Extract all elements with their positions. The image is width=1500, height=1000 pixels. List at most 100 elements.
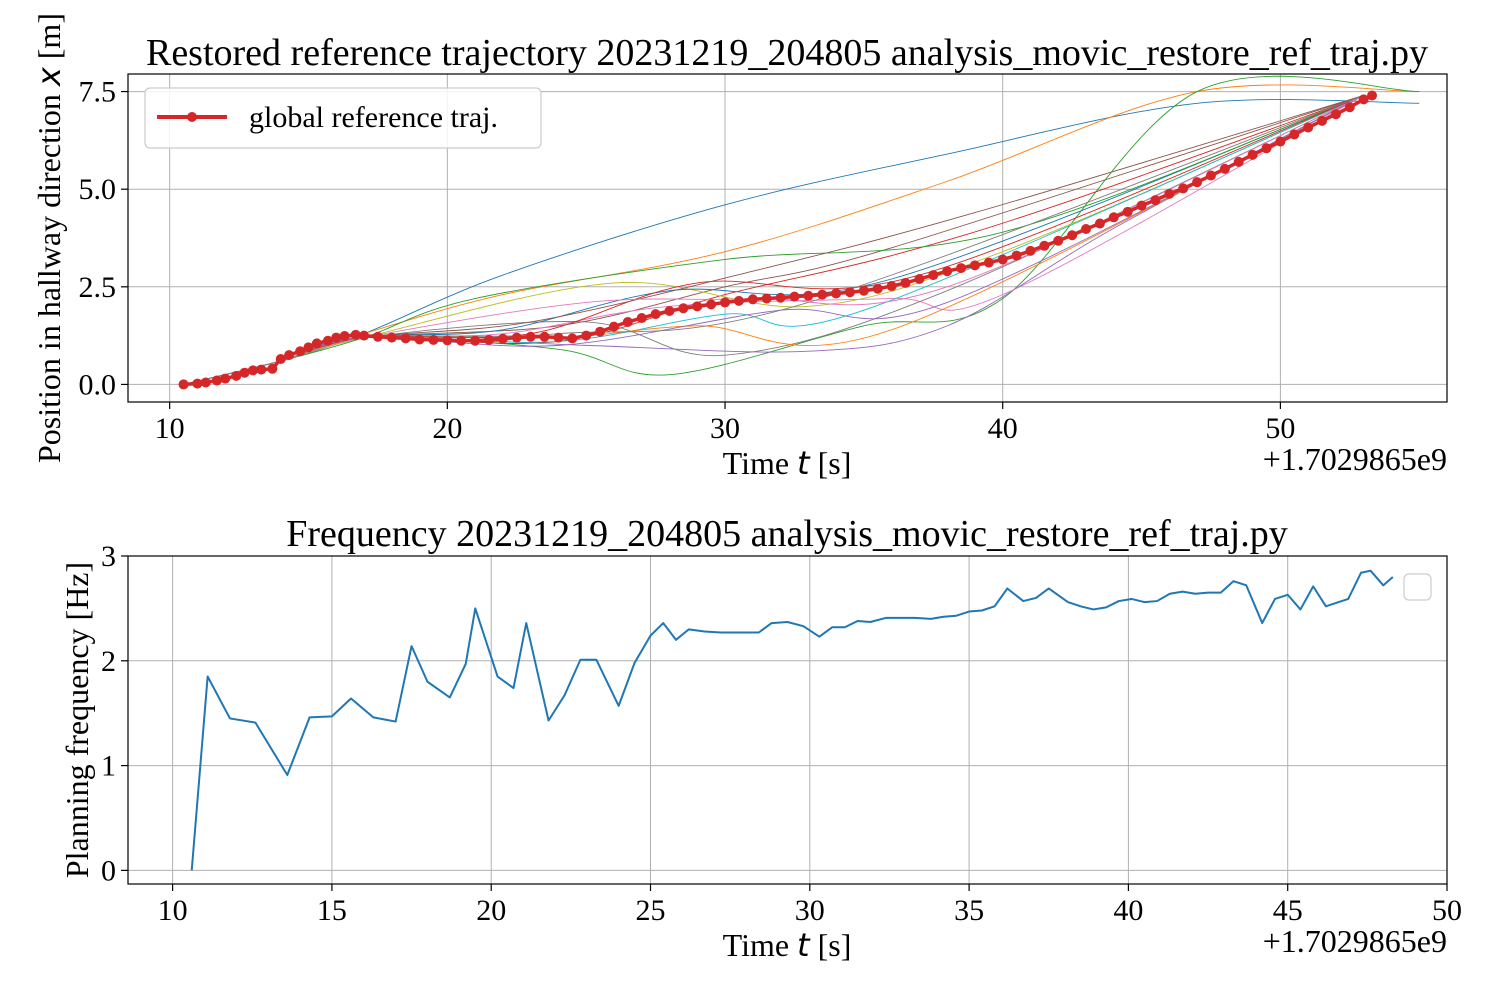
reference-trajectory-point <box>622 316 633 327</box>
reference-trajectory-point <box>1358 94 1369 105</box>
reference-trajectory-point <box>1192 177 1203 188</box>
reference-trajectory-point <box>1164 188 1175 199</box>
y-tick-label: 3 <box>101 540 116 573</box>
reference-trajectory-point <box>664 306 675 317</box>
reference-trajectory-point <box>483 334 494 345</box>
background-trajectory-line <box>183 95 1364 385</box>
reference-trajectory-point <box>275 354 286 365</box>
reference-trajectory-point <box>817 289 828 300</box>
reference-trajectory-point <box>983 257 994 268</box>
background-trajectory-line <box>183 95 1364 385</box>
y-tick-label: 2 <box>101 645 116 678</box>
reference-trajectory-point <box>428 334 439 345</box>
x-tick-label: 20 <box>476 894 506 927</box>
y-tick-label: 0.0 <box>79 368 117 401</box>
x-tick-label: 25 <box>636 894 666 927</box>
reference-trajectory-point <box>372 331 383 342</box>
reference-trajectory-point <box>636 313 647 324</box>
top-legend-label: global reference traj. <box>249 101 498 134</box>
x-tick-label: 35 <box>954 894 984 927</box>
x-tick-label: 50 <box>1265 412 1295 445</box>
reference-trajectory-point <box>872 283 883 294</box>
top-legend-marker <box>187 112 197 122</box>
x-tick-label: 50 <box>1432 894 1462 927</box>
reference-trajectory-point <box>567 333 578 344</box>
reference-trajectory-point <box>331 332 342 343</box>
reference-trajectory-point <box>322 335 333 346</box>
y-tick-label: 2.5 <box>79 271 117 304</box>
reference-trajectory-point <box>706 299 717 310</box>
reference-trajectory-point <box>1233 156 1244 167</box>
bottom-offset-text: +1.7029865e9 <box>1263 923 1447 959</box>
reference-trajectory-point <box>858 285 869 296</box>
reference-trajectory-point <box>553 332 564 343</box>
reference-trajectory-point <box>581 330 592 341</box>
reference-trajectory-point <box>339 331 350 342</box>
reference-trajectory-point <box>886 281 897 292</box>
bottom-plot-frame <box>127 555 1448 885</box>
top-y-axis-label: Position in hallway direction x [m] <box>30 13 68 463</box>
top-plot-frame <box>127 73 1448 403</box>
reference-trajectory-point <box>200 377 211 388</box>
y-tick-label: 1 <box>101 750 116 783</box>
reference-trajectory-point <box>956 263 967 274</box>
reference-trajectory-point <box>1303 122 1314 133</box>
reference-trajectory-point <box>1011 250 1022 261</box>
bottom-chart-title: Frequency 20231219_204805 analysis_movic… <box>286 513 1288 555</box>
reference-trajectory-point <box>1275 136 1286 147</box>
reference-trajectory-point <box>1053 235 1064 246</box>
reference-trajectory-point <box>1039 240 1050 251</box>
reference-trajectory-point <box>192 378 203 389</box>
x-tick-label: 20 <box>432 412 462 445</box>
reference-trajectory-point <box>1367 90 1378 101</box>
reference-trajectory-point <box>239 367 250 378</box>
reference-trajectory-point <box>1178 183 1189 194</box>
reference-trajectory-point <box>733 295 744 306</box>
y-tick-label: 5.0 <box>79 173 117 206</box>
x-tick-label: 40 <box>988 412 1018 445</box>
reference-trajectory-point <box>178 379 189 390</box>
reference-trajectory-point <box>1330 109 1341 120</box>
reference-trajectory-point <box>775 292 786 303</box>
reference-trajectory-point <box>414 334 425 345</box>
top-offset-text: +1.7029865e9 <box>1263 441 1447 477</box>
x-tick-label: 45 <box>1273 894 1303 927</box>
bottom-x-ticks: 10 15 20 25 30 35 40 45 50 <box>158 884 1462 927</box>
bottom-y-ticks: 0 1 2 3 <box>101 540 128 887</box>
frequency-line <box>190 569 1394 871</box>
reference-trajectory-point <box>608 321 619 332</box>
x-tick-label: 15 <box>317 894 347 927</box>
reference-trajectory-point <box>386 332 397 343</box>
top-y-ticks: 0.0 2.5 5.0 7.5 <box>79 76 128 401</box>
reference-trajectory-point <box>267 363 278 374</box>
y-tick-label: 0 <box>101 854 116 887</box>
reference-trajectory-point <box>900 277 911 288</box>
x-tick-label: 30 <box>795 894 825 927</box>
reference-trajectory-point <box>247 365 258 376</box>
top-x-axis-label: Time t [s] <box>723 444 852 482</box>
reference-trajectory-point <box>1025 245 1036 256</box>
reference-trajectory-point <box>303 342 314 353</box>
reference-trajectory-point <box>231 370 242 381</box>
reference-trajectory-point <box>400 333 411 344</box>
reference-trajectory-point <box>595 326 606 337</box>
reference-trajectory-point <box>761 293 772 304</box>
x-tick-label: 10 <box>155 412 185 445</box>
reference-trajectory-point <box>844 287 855 298</box>
reference-trajectory-point <box>359 330 370 341</box>
top-reference-series <box>178 90 1378 390</box>
reference-trajectory-point <box>1108 212 1119 223</box>
top-legend: global reference traj. <box>144 87 542 149</box>
reference-trajectory-point <box>284 350 295 361</box>
reference-trajectory-point <box>789 291 800 302</box>
reference-trajectory-point <box>256 364 267 375</box>
x-tick-label: 10 <box>158 894 188 927</box>
reference-trajectory-point <box>928 270 939 281</box>
reference-trajectory-point <box>720 297 731 308</box>
reference-trajectory-point <box>1219 163 1230 174</box>
reference-trajectory-point <box>678 303 689 314</box>
top-chart: Restored reference trajectory 20231219_2… <box>30 13 1448 482</box>
reference-trajectory-point <box>747 294 758 305</box>
reference-trajectory-point <box>497 333 508 344</box>
